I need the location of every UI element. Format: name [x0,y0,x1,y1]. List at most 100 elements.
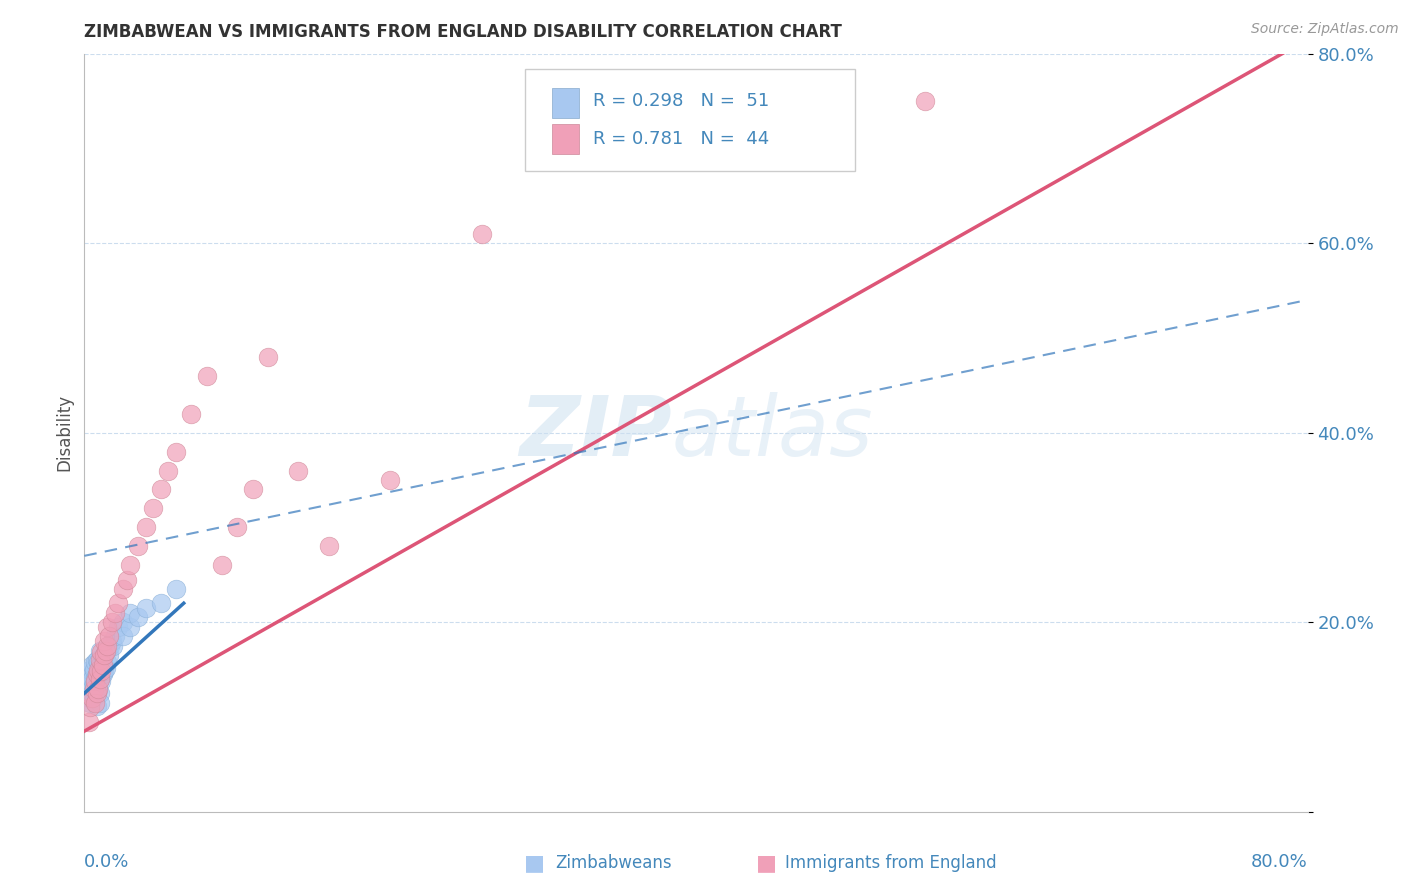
Text: ZIP: ZIP [519,392,672,473]
Point [91,657,114,672]
Point [84,655,107,669]
Text: Immigrants from England: Immigrants from England [785,855,997,872]
Text: atlas: atlas [672,392,873,473]
Point [157,464,180,478]
Point [80,657,103,672]
Point [195,368,218,383]
Text: 0.0%: 0.0% [84,854,129,871]
Point [211,558,233,573]
Point [96,639,118,653]
Point [83,691,105,706]
Point [87,669,110,683]
Point [91,667,114,681]
Point [84,672,107,686]
FancyBboxPatch shape [524,69,855,171]
Point [96,655,118,669]
Point [77,714,100,729]
Point [80,691,103,706]
Point [120,606,142,620]
Point [86,681,108,696]
Point [107,620,129,634]
Point [149,596,172,610]
Point [96,620,118,634]
Point [86,686,108,700]
Point [242,483,264,497]
Point [90,660,112,675]
Text: R = 0.298   N =  51: R = 0.298 N = 51 [593,92,769,111]
Point [111,629,134,643]
Point [127,539,149,553]
Point [87,681,110,696]
Point [76,681,98,696]
Point [142,501,165,516]
Point [79,663,101,677]
Point [135,520,157,534]
Point [97,629,120,643]
Point [97,648,120,663]
Point [87,663,110,677]
Point [83,663,105,677]
Point [165,444,187,458]
Point [83,681,105,696]
Point [89,686,111,700]
Point [89,643,111,657]
Text: ■: ■ [756,854,776,873]
Point [111,582,134,596]
Point [86,653,108,667]
Point [93,634,115,648]
Text: R = 0.781   N =  44: R = 0.781 N = 44 [593,130,769,148]
Point [93,648,115,663]
Point [94,643,117,657]
Point [89,672,111,686]
Point [77,667,100,681]
Y-axis label: Disability: Disability [55,394,73,471]
Point [91,653,114,667]
Point [90,673,112,688]
Point [104,629,127,643]
Point [86,667,108,681]
Text: 80.0%: 80.0% [1251,854,1308,871]
Point [135,601,157,615]
Point [111,615,134,630]
Point [84,686,107,700]
Point [89,696,111,710]
Point [80,686,103,700]
Point [86,698,108,713]
Point [96,641,118,656]
Point [90,646,112,660]
Point [98,639,121,653]
Point [89,657,111,672]
Point [77,691,100,706]
Text: Zimbabweans: Zimbabweans [555,855,672,872]
Point [90,665,112,679]
Text: ZIMBABWEAN VS IMMIGRANTS FROM ENGLAND DISABILITY CORRELATION CHART: ZIMBABWEAN VS IMMIGRANTS FROM ENGLAND DI… [84,23,842,41]
Point [380,473,402,487]
Point [84,673,107,688]
Point [165,582,187,596]
Point [89,672,111,686]
Point [86,667,108,681]
Point [149,483,172,497]
Bar [551,87,578,118]
Point [94,660,117,675]
Point [93,665,115,679]
Point [120,558,142,573]
Point [87,683,110,698]
Point [226,520,249,534]
Point [80,672,103,686]
Point [94,646,117,660]
Point [83,677,105,691]
Point [318,539,340,553]
Point [107,596,129,610]
Point [115,573,138,587]
Point [93,648,115,663]
Point [101,615,124,630]
Point [180,407,202,421]
Point [127,610,149,624]
Point [471,227,494,241]
Point [84,696,107,710]
Point [87,655,110,669]
Point [287,464,309,478]
Point [101,634,124,648]
Bar [551,124,578,154]
